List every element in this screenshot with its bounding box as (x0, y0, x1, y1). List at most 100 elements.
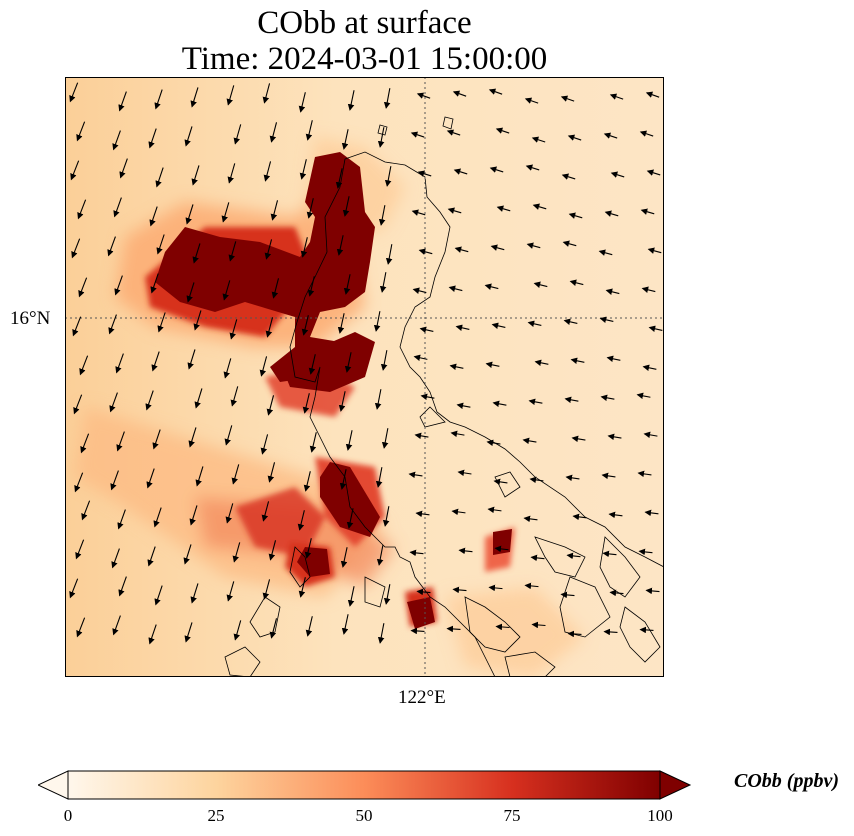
wind-arrow (195, 466, 204, 487)
wind-arrow (529, 476, 544, 484)
wind-arrow (154, 585, 163, 606)
wind-arrow (78, 277, 88, 298)
wind-arrow (73, 394, 83, 415)
wind-arrow (153, 507, 162, 528)
map-panel (65, 77, 664, 677)
wind-arrow (380, 350, 388, 371)
wind-arrow (309, 432, 317, 453)
wind-arrow (339, 469, 347, 490)
wind-arrow (418, 248, 433, 255)
wind-arrow (377, 127, 385, 148)
wind-arrow (448, 285, 463, 292)
wind-arrow (446, 129, 461, 136)
wind-arrow (495, 623, 510, 631)
wind-arrow (269, 618, 278, 639)
wind-arrow (531, 136, 546, 143)
wind-arrow (118, 576, 127, 597)
wind-arrow (231, 464, 240, 485)
wind-arrow (189, 505, 198, 526)
wind-arrow (184, 126, 193, 147)
wind-arrow (155, 167, 164, 188)
wind-arrow (259, 356, 268, 377)
wind-arrow (600, 394, 615, 402)
wind-arrow (346, 508, 354, 529)
wind-arrow (458, 547, 473, 555)
wind-arrow (608, 511, 623, 519)
wind-arrow (487, 506, 502, 514)
wind-arrow (183, 544, 192, 565)
wind-arrow (639, 626, 654, 634)
wind-arrow (190, 583, 199, 604)
wind-arrow (416, 588, 431, 596)
wind-arrow (603, 132, 618, 139)
wind-arrow (490, 244, 505, 251)
wind-arrow (609, 93, 624, 100)
wind-arrow (524, 97, 539, 104)
wind-arrow (301, 315, 309, 336)
wind-arrow (493, 478, 508, 486)
wind-arrow (456, 402, 471, 410)
wind-arrow (116, 431, 125, 452)
wind-arrow (297, 510, 305, 531)
wind-arrow (385, 244, 393, 265)
wind-arrow (485, 361, 500, 369)
wind-arrow (525, 164, 540, 171)
wind-arrow (80, 433, 90, 454)
wind-arrow (113, 197, 122, 218)
longitude-label: 122°E (398, 687, 446, 708)
wind-arrow (190, 87, 199, 108)
wind-arrow (379, 272, 387, 293)
wind-arrow (69, 578, 79, 599)
wind-arrow (414, 432, 429, 440)
wind-arrow (640, 208, 655, 215)
wind-arrow (376, 545, 384, 566)
wind-arrow (644, 509, 659, 517)
colorbar-tick-100: 100 (647, 806, 673, 825)
wind-arrow (269, 122, 278, 143)
wind-arrow (148, 128, 157, 149)
wind-arrow (264, 239, 273, 260)
wind-arrow (224, 425, 233, 446)
wind-arrow (119, 158, 128, 179)
wind-arrow (638, 548, 653, 556)
wind-arrow (74, 472, 84, 493)
wind-arrow (112, 615, 121, 636)
wind-arrow (270, 200, 279, 221)
wind-arrow (341, 129, 349, 150)
wind-arrow (563, 318, 578, 325)
wind-arrow (416, 92, 431, 99)
wind-arrow (79, 355, 89, 376)
wind-arrow (602, 550, 617, 558)
wind-arrow (453, 168, 468, 175)
wind-arrow (112, 130, 121, 151)
wind-arrow (303, 471, 311, 492)
wind-arrow (643, 431, 658, 439)
wind-arrow (306, 198, 314, 219)
wind-arrow (347, 90, 355, 111)
wind-arrow (530, 554, 545, 562)
wind-arrow (492, 400, 507, 408)
wind-arrow (646, 169, 661, 176)
wind-arrow (411, 209, 426, 216)
wind-arrow (148, 624, 157, 645)
wind-arrow (152, 429, 161, 450)
wind-arrow (566, 552, 581, 560)
wind-arrow (340, 547, 348, 568)
wind-arrow (601, 472, 616, 480)
wind-arrow (452, 586, 467, 594)
wind-arrow (260, 434, 269, 455)
wind-arrow (645, 91, 660, 98)
wind-arrow (496, 205, 511, 212)
wind-arrow (648, 325, 663, 332)
wind-arrow (114, 275, 123, 296)
wind-arrow (410, 131, 425, 138)
wind-arrow (641, 286, 656, 293)
wind-arrow (111, 548, 120, 569)
wind-arrow (115, 353, 124, 374)
wind-arrow (419, 326, 434, 333)
wind-arrow (117, 509, 126, 530)
wind-arrow (455, 324, 470, 331)
wind-arrow (383, 88, 391, 109)
colorbar (38, 770, 692, 800)
wind-arrow (227, 163, 236, 184)
